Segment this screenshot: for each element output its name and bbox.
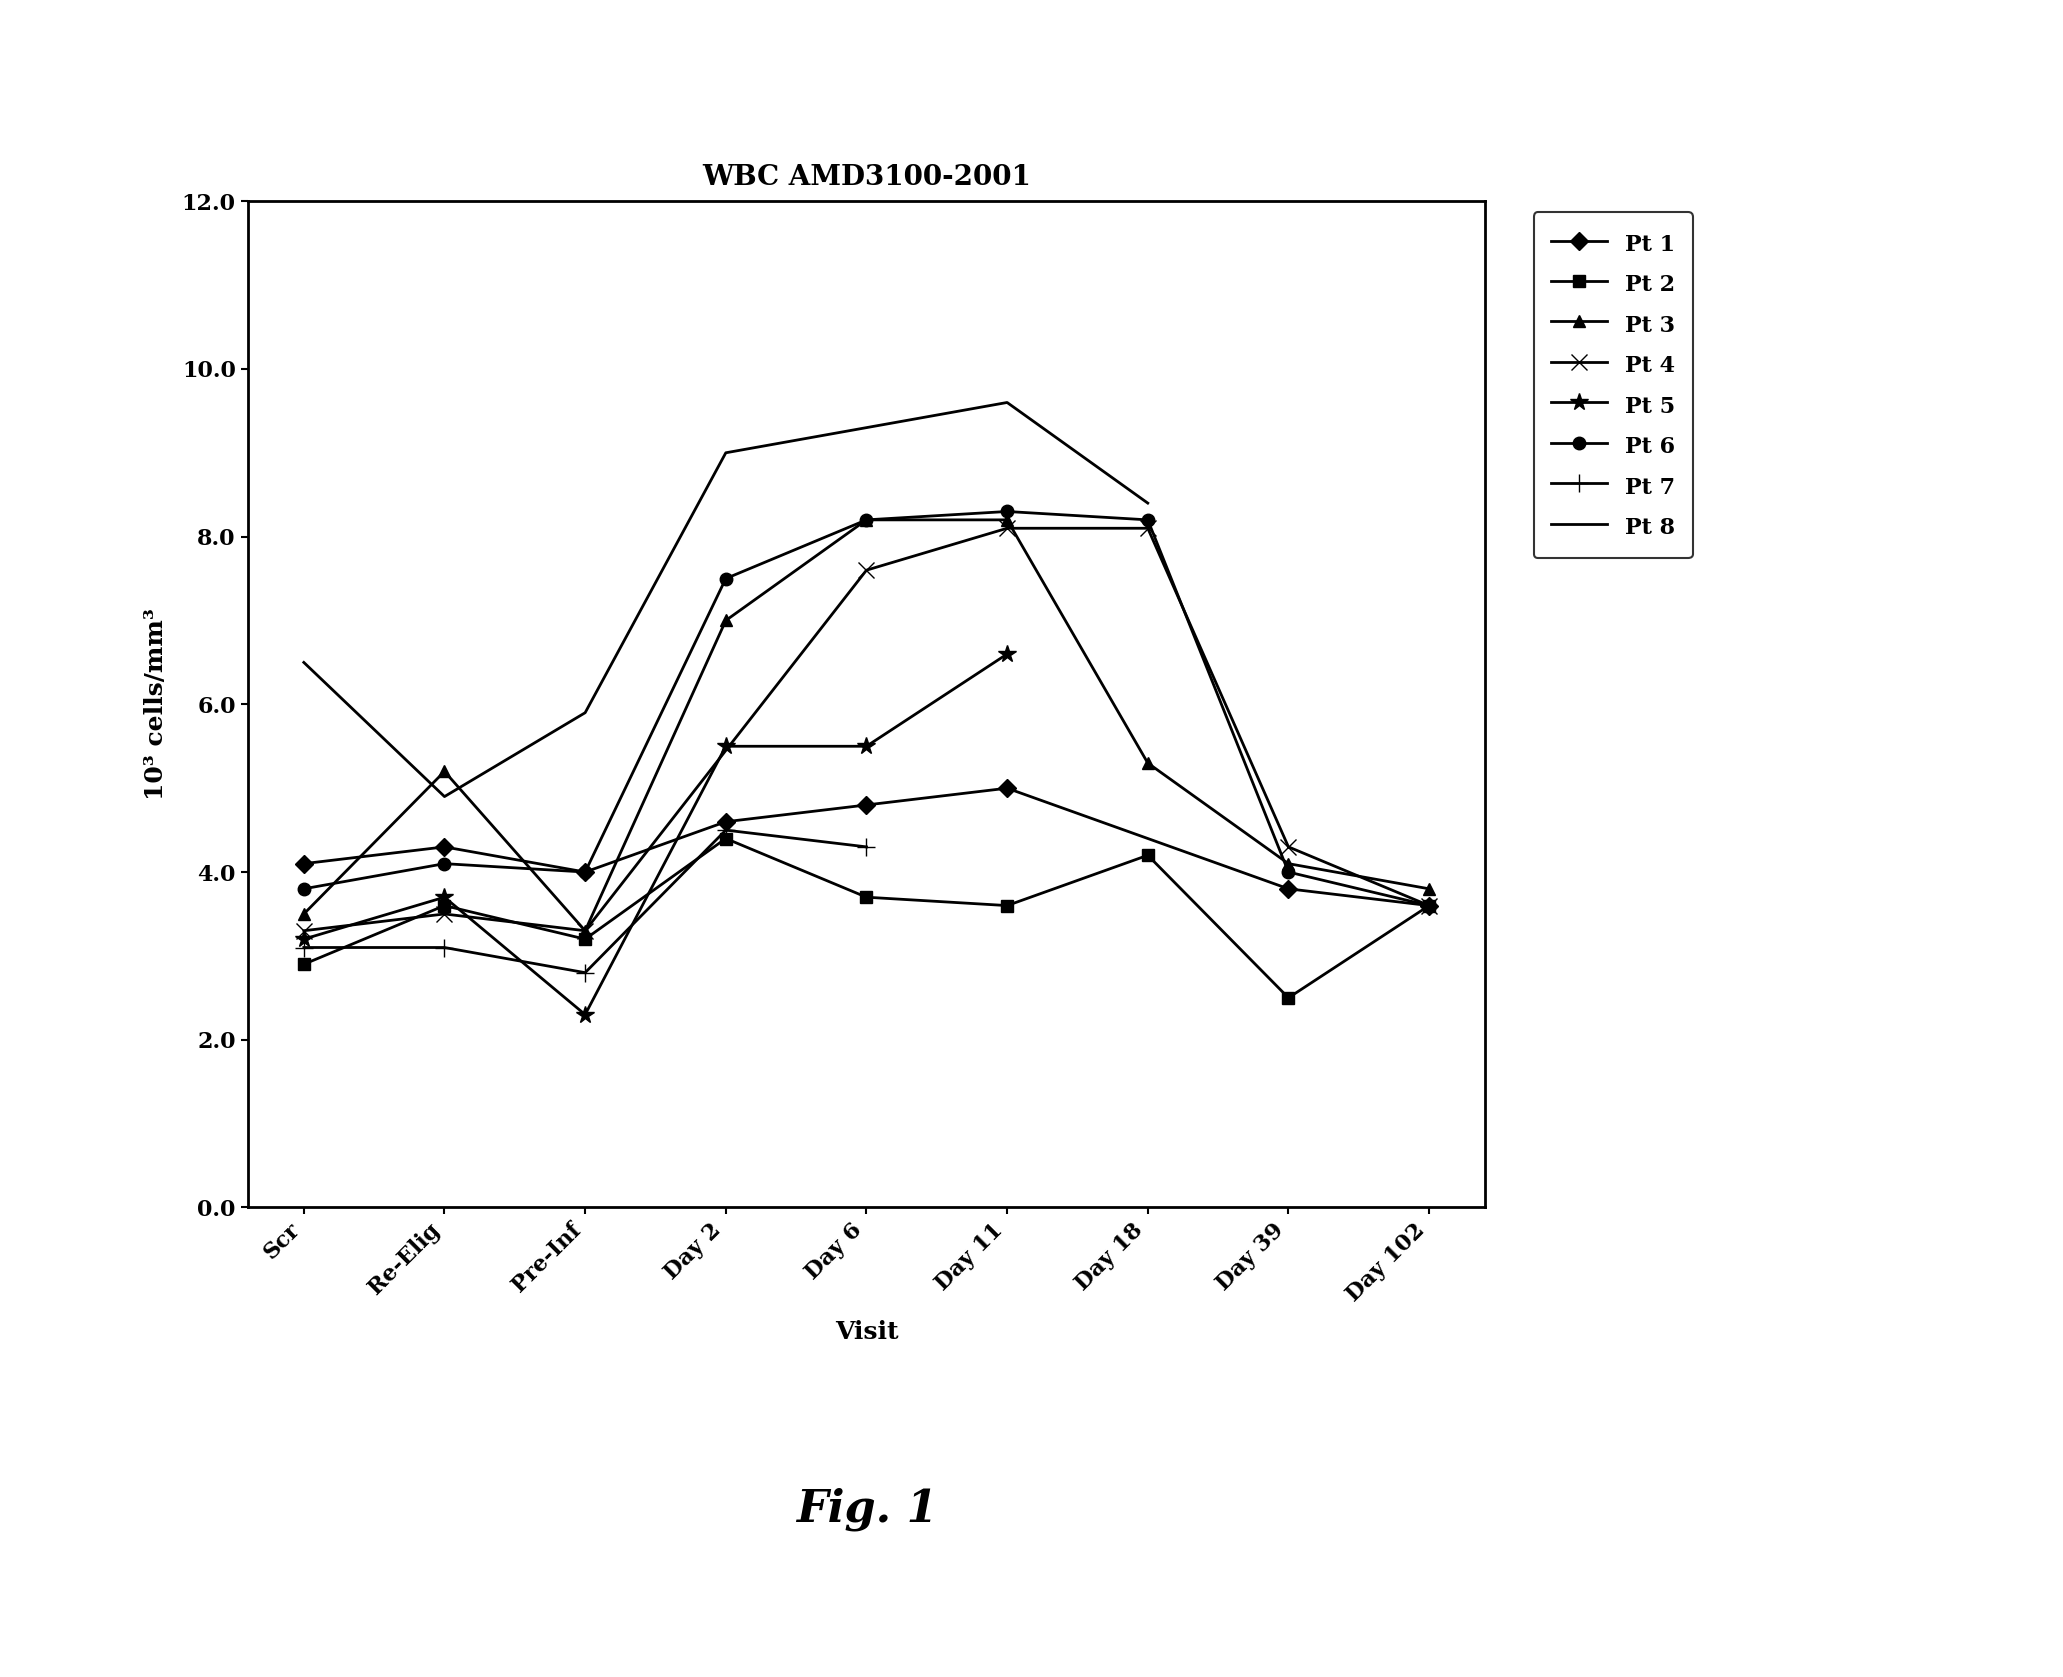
Pt 1: [431, 837, 456, 857]
Pt 2: [1135, 845, 1159, 865]
Pt 3: [1135, 753, 1159, 773]
Pt 7: [574, 963, 598, 983]
Pt 3: [1417, 879, 1442, 899]
Pt 3: [574, 921, 598, 941]
Pt 2: [854, 887, 879, 907]
Title: WBC AMD3100-2001: WBC AMD3100-2001: [701, 164, 1032, 191]
Pt 6: [1135, 510, 1159, 530]
Pt 8: [1135, 493, 1159, 513]
Pt 1: [291, 854, 316, 874]
Pt 4: [431, 904, 456, 924]
Pt 8: [291, 652, 316, 672]
Pt 7: [291, 937, 316, 958]
Line: Pt 5: Pt 5: [295, 646, 1017, 1023]
Pt 4: [1417, 896, 1442, 916]
Text: Fig. 1: Fig. 1: [796, 1487, 937, 1531]
Pt 6: [574, 862, 598, 882]
Pt 3: [854, 510, 879, 530]
Pt 2: [1277, 988, 1302, 1008]
Pt 2: [431, 896, 456, 916]
Pt 1: [714, 812, 739, 832]
Pt 7: [714, 820, 739, 840]
Pt 1: [854, 795, 879, 815]
Pt 5: [291, 929, 316, 949]
Pt 3: [1277, 854, 1302, 874]
Pt 7: [431, 937, 456, 958]
Line: Pt 4: Pt 4: [297, 520, 1436, 939]
Line: Pt 3: Pt 3: [297, 513, 1436, 937]
Pt 1: [1277, 879, 1302, 899]
Pt 1: [574, 862, 598, 882]
Pt 4: [854, 560, 879, 580]
Pt 4: [291, 921, 316, 941]
Pt 2: [291, 954, 316, 974]
Pt 2: [714, 828, 739, 849]
Pt 5: [994, 644, 1019, 664]
Line: Pt 8: Pt 8: [303, 402, 1147, 797]
Pt 8: [574, 703, 598, 723]
Pt 4: [994, 518, 1019, 538]
Pt 3: [994, 510, 1019, 530]
Pt 8: [431, 787, 456, 807]
Pt 6: [291, 879, 316, 899]
Pt 1: [994, 778, 1019, 798]
Pt 3: [714, 610, 739, 631]
Pt 5: [431, 887, 456, 907]
X-axis label: Visit: Visit: [836, 1320, 897, 1343]
Pt 2: [574, 929, 598, 949]
Pt 4: [1277, 837, 1302, 857]
Pt 6: [714, 569, 739, 589]
Pt 6: [1277, 862, 1302, 882]
Line: Pt 2: Pt 2: [297, 832, 1436, 1005]
Pt 8: [714, 443, 739, 463]
Pt 2: [994, 896, 1019, 916]
Pt 3: [431, 761, 456, 781]
Pt 5: [854, 736, 879, 756]
Legend: Pt 1, Pt 2, Pt 3, Pt 4, Pt 5, Pt 6, Pt 7, Pt 8: Pt 1, Pt 2, Pt 3, Pt 4, Pt 5, Pt 6, Pt 7…: [1533, 213, 1692, 558]
Pt 5: [574, 1005, 598, 1025]
Pt 4: [1135, 518, 1159, 538]
Pt 4: [574, 921, 598, 941]
Pt 6: [854, 510, 879, 530]
Pt 8: [994, 392, 1019, 413]
Line: Pt 7: Pt 7: [295, 822, 875, 981]
Pt 6: [431, 854, 456, 874]
Pt 6: [994, 501, 1019, 522]
Y-axis label: 10³ cells/mm³: 10³ cells/mm³: [144, 609, 167, 800]
Pt 3: [291, 904, 316, 924]
Pt 2: [1417, 896, 1442, 916]
Pt 1: [1417, 896, 1442, 916]
Pt 5: [714, 736, 739, 756]
Line: Pt 6: Pt 6: [297, 505, 1436, 912]
Pt 7: [854, 837, 879, 857]
Line: Pt 1: Pt 1: [297, 781, 1436, 912]
Pt 6: [1417, 896, 1442, 916]
